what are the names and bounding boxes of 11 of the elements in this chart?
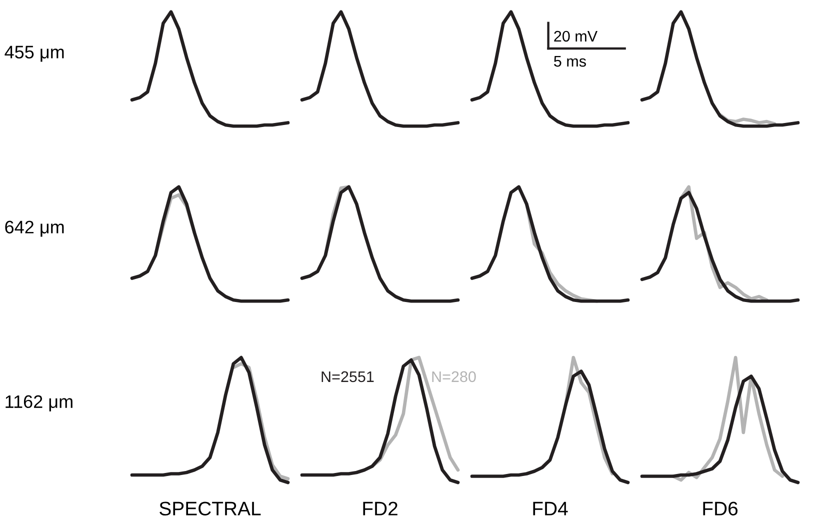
x-axis-title: SPECTRAL — [160, 502, 261, 516]
y-axis-title: 455 μm — [4, 46, 64, 62]
series-label: N=280 — [432, 371, 476, 382]
series-label: N=2551 — [322, 371, 374, 382]
annotation: 5 ms — [554, 56, 586, 67]
annotation: 20 mV — [554, 30, 598, 42]
x-axis-title: FD2 — [363, 502, 398, 516]
x-axis-title: FD6 — [703, 502, 738, 516]
y-axis-title: 1162 μm — [6, 395, 72, 412]
y-axis-title: 642 μm — [5, 220, 64, 237]
x-axis-title: FD4 — [533, 502, 568, 516]
